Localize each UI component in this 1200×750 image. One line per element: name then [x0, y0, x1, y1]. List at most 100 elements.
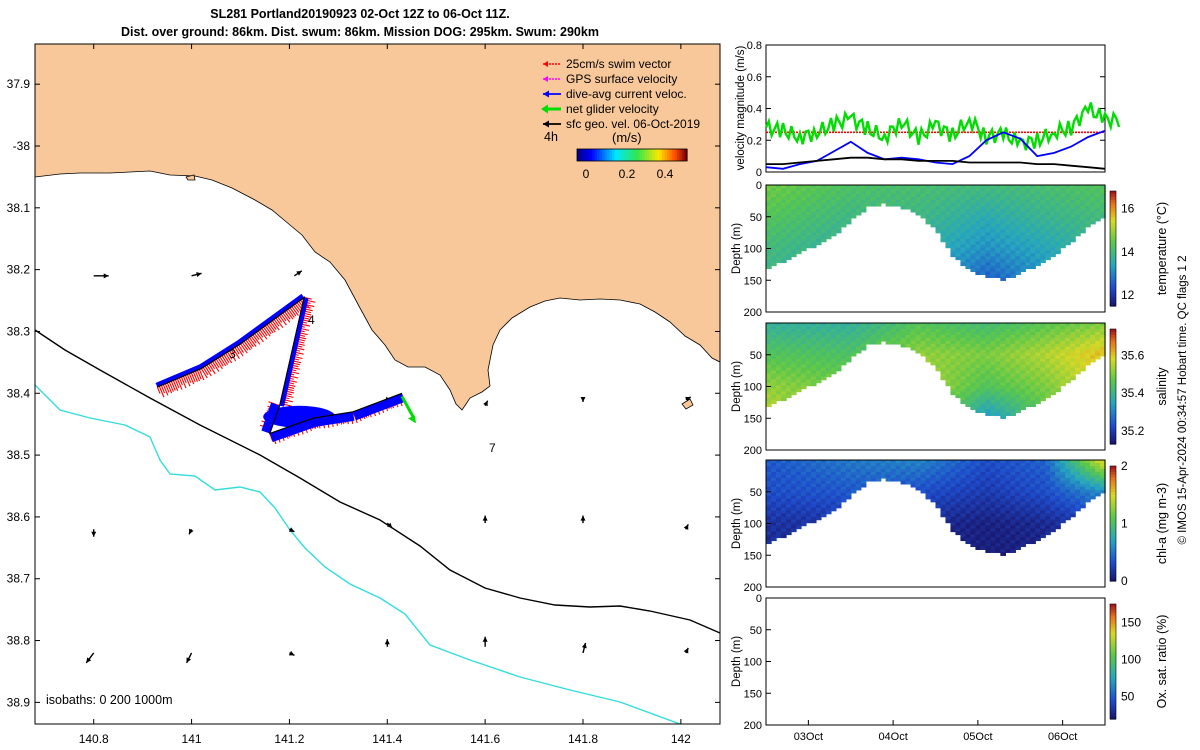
section-cell: [950, 388, 957, 393]
section-cell: [1005, 370, 1011, 375]
section-cell: [1025, 492, 1031, 497]
section-cell: [875, 196, 882, 201]
section-cell: [990, 510, 997, 515]
section-cell: [790, 498, 797, 503]
section-cell: [860, 208, 867, 213]
section-cell: [1035, 325, 1041, 330]
section-cell: [895, 465, 902, 470]
section-cell: [1010, 223, 1016, 228]
section-cell: [1025, 250, 1031, 255]
section-cell: [1000, 214, 1006, 219]
section-cell: [790, 205, 797, 210]
section-cell: [1050, 235, 1056, 240]
section-cell: [940, 349, 947, 354]
colorbar-cell: [592, 149, 596, 161]
section-cell: [780, 501, 787, 506]
colorbar-cell: [1110, 211, 1116, 215]
section-cell: [850, 340, 857, 345]
section-cell: [810, 376, 817, 381]
section-cell: [940, 367, 947, 372]
section-cell: [840, 187, 847, 192]
colorbar-cell: [617, 149, 621, 161]
colorbar-cell: [1110, 632, 1116, 637]
section-data: [766, 185, 1106, 281]
section-cell: [1005, 355, 1011, 360]
section-cell: [1030, 185, 1036, 189]
section-cell: [960, 229, 967, 234]
section-cell: [1000, 468, 1006, 473]
section-cell: [770, 400, 777, 405]
section-cell: [766, 226, 772, 231]
section-cell: [930, 325, 937, 330]
section-cell: [795, 349, 802, 354]
section-cell: [1045, 516, 1051, 521]
section-cell: [950, 382, 957, 387]
section-cell: [1010, 325, 1016, 330]
depth-tick-label: 50: [750, 350, 762, 362]
section-cell: [1075, 223, 1081, 228]
section-cell: [1085, 323, 1091, 327]
section-cell: [960, 235, 967, 240]
section-cell: [780, 196, 787, 201]
section-cell: [985, 483, 992, 488]
section-cell: [1080, 355, 1086, 360]
section-cell: [980, 349, 987, 354]
section-cell: [795, 460, 802, 464]
section-cell: [840, 190, 847, 195]
section-cell: [1035, 328, 1041, 333]
section-cell: [1025, 199, 1031, 204]
section-cell: [1015, 328, 1021, 333]
section-cell: [935, 460, 942, 464]
section-cell: [1100, 474, 1106, 479]
section-cell: [955, 460, 962, 464]
section-cell: [1065, 501, 1071, 506]
section-cell: [935, 190, 942, 195]
section-cell: [780, 528, 787, 533]
section-cell: [1085, 495, 1091, 500]
section-cell: [1005, 543, 1011, 548]
section-cell: [975, 519, 982, 524]
colorbar-cell: [1110, 615, 1116, 619]
section-cell: [1000, 226, 1006, 231]
section-cell: [775, 492, 782, 497]
section-cell: [970, 211, 977, 216]
section-cell: [965, 193, 972, 198]
section-cell: [960, 474, 967, 479]
section-cell: [1030, 262, 1036, 267]
section-cell: [795, 244, 802, 249]
section-cell: [1095, 460, 1101, 464]
section-cell: [930, 489, 937, 494]
section-cell: [985, 349, 992, 354]
section-cell: [905, 471, 912, 476]
section-cell: [1070, 217, 1076, 222]
section-cell: [1085, 361, 1091, 366]
section-cell: [960, 382, 967, 387]
section-cell: [960, 361, 967, 366]
section-cell: [970, 480, 977, 485]
section-cell: [945, 229, 952, 234]
section-cell: [925, 205, 932, 210]
section-cell: [900, 196, 907, 201]
section-cell: [1055, 370, 1061, 375]
section-cell: [1045, 199, 1051, 204]
section-cell: [1035, 352, 1041, 357]
colorbar-cell: [1110, 193, 1116, 198]
section-cell: [810, 331, 817, 336]
section-cell: [1015, 187, 1021, 192]
section-cell: [1050, 220, 1056, 225]
section-cell: [995, 486, 1002, 491]
section-cell: [885, 465, 892, 470]
section-cell: [940, 376, 947, 381]
depth-axis-label: Depth (m): [731, 636, 743, 687]
section-cell: [1100, 471, 1106, 476]
section-cell: [1040, 528, 1046, 533]
section-cell: [815, 486, 822, 491]
section-cell: [945, 504, 952, 509]
section-cell: [785, 364, 792, 369]
section-cell: [985, 271, 992, 275]
section-cell: [1000, 546, 1006, 550]
colorbar-cell: [1110, 704, 1116, 709]
colorbar-cell: [1110, 288, 1116, 293]
section-cell: [1035, 394, 1041, 399]
colorbar-frame: [576, 148, 688, 162]
